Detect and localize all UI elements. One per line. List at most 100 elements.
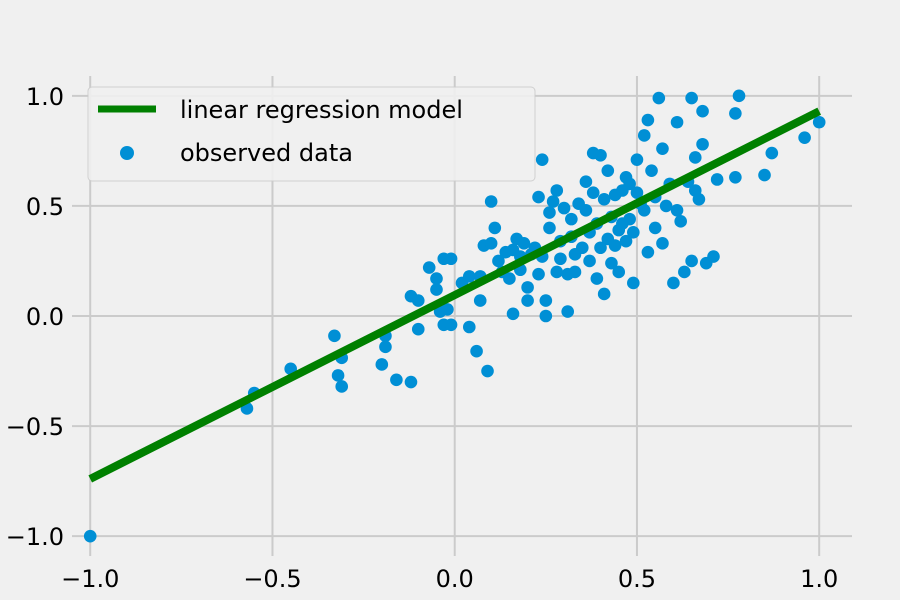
data-point bbox=[627, 276, 640, 290]
data-point bbox=[637, 129, 651, 142]
data-point bbox=[652, 91, 666, 105]
legend-label-observed: observed data bbox=[180, 139, 353, 167]
data-point bbox=[539, 309, 553, 323]
data-point bbox=[430, 283, 443, 296]
data-point bbox=[692, 193, 706, 206]
data-point bbox=[470, 344, 483, 358]
data-point bbox=[83, 529, 97, 543]
data-point bbox=[685, 254, 698, 268]
data-point bbox=[441, 303, 454, 316]
data-point bbox=[685, 91, 698, 105]
data-point bbox=[430, 272, 443, 285]
data-point bbox=[623, 212, 636, 226]
data-point bbox=[637, 204, 651, 217]
data-point bbox=[565, 212, 578, 226]
data-point bbox=[605, 256, 618, 270]
data-point bbox=[586, 186, 600, 199]
data-point bbox=[641, 113, 655, 127]
data-point bbox=[543, 206, 556, 219]
data-point bbox=[601, 164, 615, 177]
data-point bbox=[554, 252, 567, 266]
data-point bbox=[492, 254, 505, 268]
data-point bbox=[488, 221, 502, 235]
data-point bbox=[422, 261, 436, 274]
data-point bbox=[390, 373, 403, 387]
data-point bbox=[648, 221, 662, 235]
data-point bbox=[532, 190, 545, 204]
x-tick-label: 1.0 bbox=[800, 565, 838, 593]
y-tick-label: 1.0 bbox=[26, 83, 64, 111]
data-point bbox=[535, 153, 549, 166]
data-point bbox=[550, 265, 564, 279]
legend-label-regression: linear regression model bbox=[180, 96, 463, 124]
data-point bbox=[812, 115, 826, 129]
data-point bbox=[758, 168, 771, 182]
data-point bbox=[473, 294, 487, 307]
regression-line-layer bbox=[88, 107, 821, 483]
data-point bbox=[557, 201, 571, 215]
data-point bbox=[328, 329, 341, 343]
data-point bbox=[579, 204, 593, 217]
data-point bbox=[670, 115, 684, 129]
data-point bbox=[521, 281, 534, 294]
data-point bbox=[645, 164, 658, 177]
data-point bbox=[594, 148, 607, 162]
data-point bbox=[612, 265, 626, 279]
data-point bbox=[546, 195, 560, 208]
data-point bbox=[590, 272, 604, 285]
legend-box bbox=[87, 86, 536, 182]
data-point bbox=[688, 151, 702, 164]
data-point bbox=[568, 265, 582, 279]
y-tick-label: −0.5 bbox=[6, 413, 64, 441]
data-point bbox=[710, 173, 724, 186]
data-point bbox=[521, 294, 534, 307]
data-point bbox=[484, 237, 498, 250]
data-point bbox=[550, 184, 564, 197]
y-tick-label: −1.0 bbox=[6, 523, 64, 551]
data-point bbox=[594, 241, 607, 255]
y-tick-label: 0.0 bbox=[26, 303, 64, 331]
data-point bbox=[579, 175, 593, 188]
data-point bbox=[444, 252, 458, 266]
data-point bbox=[543, 221, 556, 235]
data-point bbox=[506, 307, 520, 321]
legend-marker-swatch bbox=[120, 146, 134, 160]
data-point bbox=[765, 146, 779, 160]
data-point bbox=[503, 272, 516, 285]
x-tick-label: −1.0 bbox=[61, 565, 119, 593]
data-point bbox=[379, 340, 392, 354]
data-point bbox=[462, 320, 476, 334]
data-point bbox=[532, 267, 545, 281]
data-point bbox=[630, 153, 644, 166]
data-point bbox=[335, 380, 349, 393]
data-point bbox=[411, 294, 425, 307]
data-point bbox=[678, 265, 691, 279]
data-point bbox=[608, 239, 622, 252]
y-tick-label: 0.5 bbox=[26, 193, 64, 221]
data-point bbox=[462, 270, 476, 283]
data-point bbox=[597, 193, 611, 206]
legend: linear regression model observed data bbox=[87, 86, 536, 182]
data-point bbox=[539, 294, 553, 307]
data-point bbox=[375, 358, 389, 371]
data-point bbox=[561, 305, 575, 318]
data-point bbox=[517, 237, 531, 250]
data-point bbox=[659, 199, 673, 213]
data-point bbox=[656, 237, 669, 250]
axis-ticks: −1.0 −0.5 0.0 0.5 1.0 −1.0 −0.5 0.0 0.5 1.0 bbox=[6, 83, 839, 593]
data-point bbox=[696, 137, 709, 151]
data-point bbox=[583, 254, 596, 268]
x-tick-label: −0.5 bbox=[243, 565, 301, 593]
data-point bbox=[667, 276, 680, 290]
data-point bbox=[623, 177, 636, 191]
data-point bbox=[798, 131, 811, 144]
x-tick-label: 0.5 bbox=[618, 565, 656, 593]
data-point bbox=[481, 364, 494, 378]
data-point bbox=[656, 142, 669, 155]
data-point bbox=[729, 107, 742, 120]
data-point bbox=[696, 104, 709, 118]
data-point bbox=[674, 215, 687, 228]
data-point bbox=[641, 245, 655, 259]
data-point bbox=[670, 204, 684, 217]
